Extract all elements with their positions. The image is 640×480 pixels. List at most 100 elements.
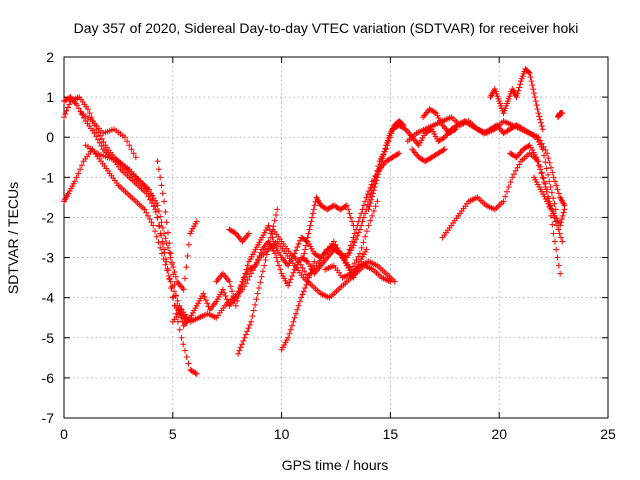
data-point-marker <box>507 179 514 186</box>
data-point-marker <box>184 252 191 259</box>
data-point-marker <box>152 208 159 215</box>
data-point-marker <box>554 254 561 261</box>
y-tick-label: -1 <box>42 169 55 185</box>
data-point-marker <box>289 273 296 280</box>
data-point-marker <box>343 202 350 209</box>
data-point-marker <box>374 198 381 205</box>
data-point-marker <box>265 245 272 252</box>
data-point-marker <box>157 174 164 181</box>
data-point-marker <box>533 102 540 109</box>
data-point-marker <box>300 288 307 295</box>
data-point-marker <box>295 240 302 247</box>
data-point-marker <box>155 208 162 215</box>
data-point-marker <box>536 113 543 120</box>
data-point-marker <box>73 174 80 181</box>
data-point-marker <box>349 263 356 270</box>
x-tick-label: 20 <box>491 426 507 442</box>
data-point-marker <box>270 238 277 245</box>
data-point-marker <box>240 274 247 281</box>
data-point-marker <box>130 150 137 157</box>
data-point-marker <box>337 251 344 258</box>
data-point-marker <box>165 273 172 280</box>
data-point-marker <box>504 188 511 195</box>
data-point-marker <box>91 130 98 137</box>
data-point-marker <box>372 203 379 210</box>
data-point-marker <box>287 276 294 283</box>
data-point-marker <box>235 350 242 357</box>
data-point-marker <box>513 94 520 101</box>
data-point-marker <box>301 268 308 275</box>
data-point-marker <box>299 264 306 271</box>
data-point-marker <box>378 158 385 165</box>
data-point-marker <box>547 164 554 171</box>
data-point-marker <box>369 190 376 197</box>
data-point-marker <box>346 210 353 217</box>
data-point-marker <box>307 222 314 229</box>
data-point-marker <box>558 216 565 223</box>
data-point-marker <box>502 193 509 200</box>
data-point-marker <box>180 341 187 348</box>
data-point-marker <box>379 155 386 162</box>
data-point-marker <box>302 285 309 292</box>
data-point-marker <box>334 244 341 251</box>
data-point-marker <box>549 221 556 228</box>
data-point-marker <box>244 328 251 335</box>
data-point-marker <box>560 209 567 216</box>
data-point-marker <box>396 150 403 157</box>
data-point-marker <box>305 230 312 237</box>
data-point-marker <box>226 278 233 285</box>
data-point-marker <box>158 250 165 257</box>
data-point-marker <box>275 262 282 269</box>
data-point-marker <box>263 251 270 258</box>
data-points <box>61 66 568 377</box>
data-point-marker <box>452 126 459 133</box>
data-point-marker <box>249 313 256 320</box>
data-point-marker <box>166 240 173 247</box>
data-point-marker <box>345 206 352 213</box>
data-point-marker <box>353 256 360 263</box>
x-tick-label: 10 <box>274 426 290 442</box>
data-point-marker <box>542 159 549 166</box>
data-point-marker <box>366 203 373 210</box>
data-point-marker <box>286 279 293 286</box>
data-point-marker <box>534 106 541 113</box>
data-point-marker <box>84 106 91 113</box>
data-point-marker <box>93 133 100 140</box>
data-point-marker <box>367 184 374 191</box>
data-point-marker <box>351 239 358 246</box>
data-point-marker <box>121 134 128 141</box>
data-point-marker <box>168 260 175 267</box>
data-point-marker <box>94 136 101 143</box>
data-point-marker <box>265 222 272 229</box>
data-point-marker <box>242 280 249 287</box>
data-point-marker <box>154 214 161 221</box>
data-point-marker <box>219 286 226 293</box>
data-point-marker <box>244 262 251 269</box>
data-point-marker <box>132 154 139 161</box>
data-point-marker <box>180 286 187 293</box>
data-point-marker <box>236 347 243 354</box>
data-point-marker <box>272 250 279 257</box>
data-point-marker <box>376 164 383 171</box>
data-point-marker <box>515 87 522 94</box>
data-point-marker <box>535 110 542 117</box>
data-point-marker <box>360 202 367 209</box>
data-point-marker <box>364 191 371 198</box>
data-point-marker <box>350 274 357 281</box>
data-point-marker <box>193 218 200 225</box>
data-point-marker <box>294 306 301 313</box>
data-point-marker <box>86 110 93 117</box>
data-point-marker <box>527 74 534 81</box>
data-point-marker <box>537 137 544 144</box>
data-point-marker <box>143 209 150 216</box>
data-point-marker <box>559 212 566 219</box>
data-point-marker <box>77 166 84 173</box>
data-point-marker <box>166 276 173 283</box>
data-point-marker <box>266 240 273 247</box>
data-point-marker <box>354 222 361 229</box>
data-point-marker <box>538 140 545 147</box>
data-point-marker <box>222 293 229 300</box>
data-point-marker <box>556 230 563 237</box>
data-point-marker <box>514 164 521 171</box>
data-point-marker <box>517 81 524 88</box>
